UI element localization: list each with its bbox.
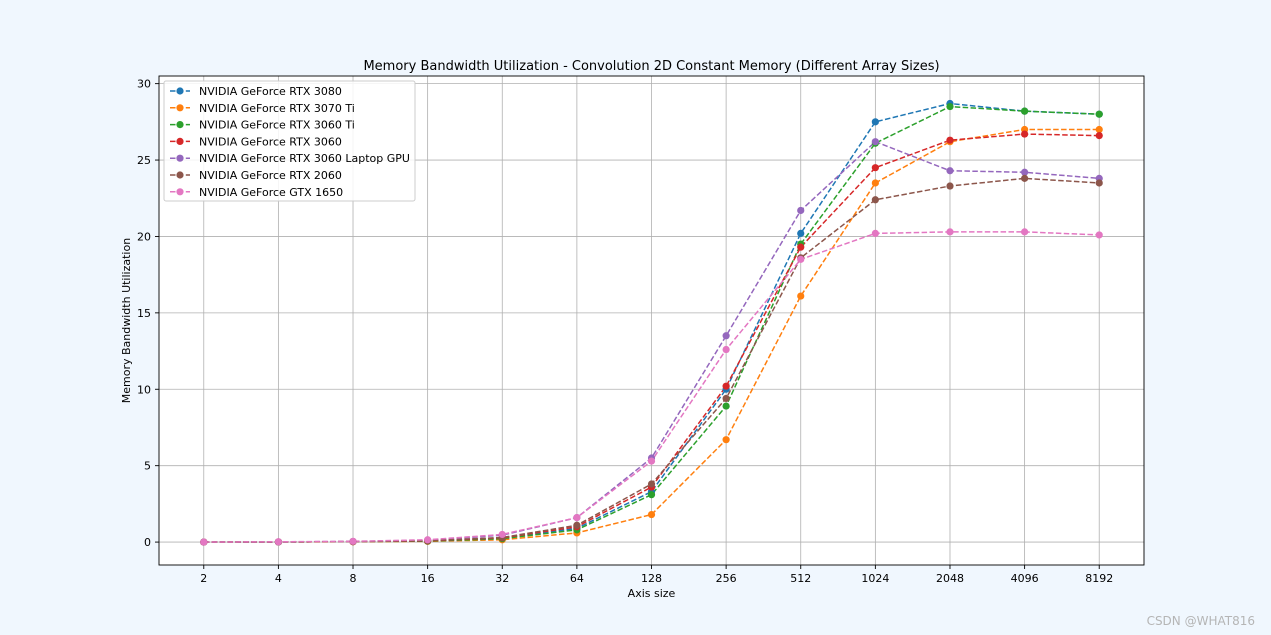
x-axis-label: Axis size [628, 587, 676, 600]
data-point [349, 537, 357, 545]
legend-marker [176, 121, 184, 129]
data-point [1021, 168, 1029, 176]
x-tick-label: 64 [570, 572, 584, 585]
data-point [722, 394, 730, 403]
legend-marker [176, 137, 184, 145]
y-tick-label: 20 [137, 230, 151, 243]
data-point [946, 136, 954, 144]
x-tick-label: 8 [350, 572, 357, 585]
x-tick-label: 256 [716, 572, 737, 585]
data-point [871, 229, 879, 237]
data-point [573, 514, 581, 522]
legend-marker [176, 171, 184, 179]
legend-marker [176, 154, 184, 162]
x-tick-label: 4 [275, 572, 282, 585]
data-point [647, 491, 656, 499]
data-point [871, 138, 879, 146]
data-point [1095, 179, 1103, 187]
data-point [871, 196, 879, 204]
y-tick-label: 25 [137, 154, 151, 167]
data-point [1095, 231, 1103, 239]
data-point [946, 228, 954, 236]
data-point [797, 292, 805, 300]
data-point [871, 179, 879, 187]
legend-label: NVIDIA GeForce GTX 1650 [199, 186, 343, 199]
watermark: CSDN @WHAT816 [1146, 614, 1255, 628]
legend-marker [176, 104, 184, 112]
data-point [797, 243, 805, 251]
legend-label: NVIDIA GeForce RTX 3060 [199, 135, 342, 148]
legend-label: NVIDIA GeForce RTX 2060 [199, 169, 342, 182]
data-point [647, 480, 656, 488]
x-tick-label: 32 [495, 572, 509, 585]
data-point [722, 382, 730, 390]
legend-label: NVIDIA GeForce RTX 3060 Laptop GPU [199, 152, 410, 165]
data-point [722, 402, 730, 410]
data-point [424, 536, 432, 544]
data-point [1021, 130, 1029, 138]
x-tick-label: 128 [641, 572, 662, 585]
data-point [274, 538, 282, 546]
data-point [1021, 174, 1029, 182]
y-axis-label: Memory Bandwidth Utilization [120, 238, 133, 403]
data-point [1095, 110, 1103, 118]
data-point [1021, 228, 1029, 236]
data-point [946, 167, 954, 175]
legend-label: NVIDIA GeForce RTX 3070 Ti [199, 102, 355, 115]
data-point [1095, 125, 1103, 134]
y-tick-label: 10 [137, 383, 151, 396]
x-tick-label: 8192 [1085, 572, 1113, 585]
data-point [946, 182, 954, 190]
data-point [722, 345, 730, 354]
y-tick-label: 0 [144, 536, 151, 549]
data-point [871, 118, 879, 126]
legend-marker [176, 87, 184, 95]
data-point [722, 436, 730, 444]
data-point [1095, 131, 1103, 140]
chart-title: Memory Bandwidth Utilization - Convoluti… [363, 59, 939, 74]
x-tick-label: 2048 [936, 572, 964, 585]
legend-box [163, 80, 416, 202]
x-tick-label: 1024 [861, 572, 889, 585]
legend-label: NVIDIA GeForce RTX 3060 Ti [199, 119, 355, 132]
x-tick-label: 512 [790, 572, 811, 585]
x-tick-label: 16 [421, 572, 435, 585]
data-point [647, 510, 656, 519]
y-tick-label: 30 [137, 78, 151, 91]
y-tick-label: 15 [137, 307, 151, 320]
data-point [200, 538, 208, 546]
x-tick-label: 2 [200, 572, 207, 585]
data-point [647, 457, 656, 465]
data-point [797, 229, 805, 237]
data-point [797, 255, 805, 263]
legend-marker [176, 188, 184, 196]
data-point [946, 102, 954, 111]
data-point [1021, 107, 1029, 115]
data-point [573, 521, 581, 529]
y-tick-label: 5 [144, 460, 151, 473]
data-point [797, 206, 805, 215]
data-point [871, 164, 879, 172]
legend-label: NVIDIA GeForce RTX 3080 [199, 85, 342, 98]
data-point [498, 530, 506, 539]
data-point [722, 332, 730, 340]
x-tick-label: 4096 [1011, 572, 1039, 585]
